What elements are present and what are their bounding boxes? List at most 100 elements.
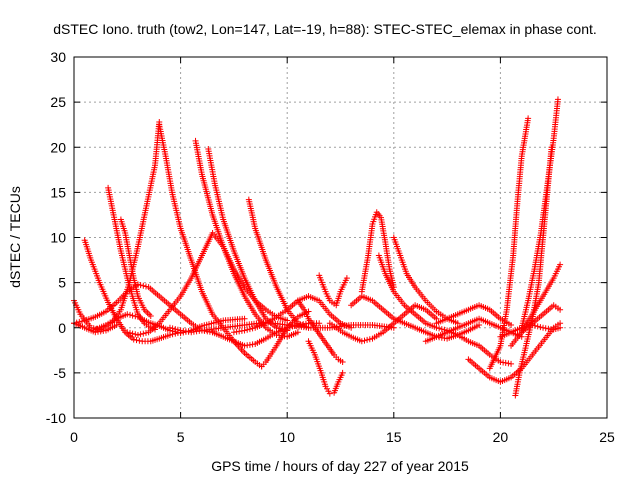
y-axis-label: dSTEC / TECUs [7,186,23,288]
series-trace [509,331,524,347]
series-trace [254,336,267,346]
series-trace [212,182,226,221]
series-trace [317,299,332,316]
series-trace [199,173,215,216]
series-trace [403,303,417,316]
y-tick-label: 30 [50,49,66,65]
series-trace [477,344,491,357]
data-series [508,261,564,349]
series-trace [142,338,151,345]
series-trace [329,321,338,330]
series-trace [371,330,384,341]
series-trace [359,254,371,293]
series-trace [131,299,141,315]
series-trace [169,325,181,333]
x-tick-label: 25 [599,429,615,445]
x-tick-label: 10 [279,429,295,445]
series-trace [467,316,480,326]
series-trace [446,325,459,335]
series-trace [435,316,448,326]
y-tick-label: 15 [50,184,66,200]
series-trace [323,290,332,302]
series-trace [199,290,215,316]
series-trace [446,332,459,341]
series-trace [414,325,427,335]
series-trace [254,299,268,312]
series-trace [296,299,306,311]
series-trace [349,294,363,307]
series-trace [143,321,152,330]
series-trace [133,337,143,344]
series-trace [551,263,562,279]
series-trace [541,303,555,316]
series-trace [231,250,247,279]
series-trace [499,375,512,384]
series-trace [193,140,205,176]
series-trace [370,211,379,225]
series-trace [530,295,545,316]
series-trace [73,318,85,326]
y-tick-label: -5 [54,365,67,381]
series-trace [158,332,171,341]
series-trace [244,325,256,333]
series-trace [424,308,438,321]
series-trace [137,329,149,338]
data-series [497,322,564,340]
series-trace [201,318,224,329]
series-trace [205,148,218,185]
series-trace [122,232,132,257]
data-series [316,272,350,309]
series-trace [265,330,278,341]
series-trace [149,336,161,344]
series-trace [542,169,553,203]
series-trace [361,294,374,303]
series-trace [521,322,533,331]
series-trace [126,254,137,279]
series-trace [127,329,139,338]
series-trace [95,327,107,335]
series-trace [467,357,481,370]
x-tick-label: 5 [177,429,185,445]
y-tick-label: -10 [46,410,66,426]
y-tick-label: 0 [58,320,66,336]
data-series [518,96,561,331]
data-series [294,297,346,366]
series-trace [403,321,416,330]
series-trace [365,223,376,257]
series-trace [467,323,480,333]
series-trace [517,345,529,374]
data-series [305,338,346,397]
series-trace [274,286,290,311]
series-trace [254,321,267,330]
series-trace [244,341,256,349]
series-trace [376,254,388,275]
series-trace [413,286,428,302]
series-trace [144,164,158,207]
series-layer [71,96,564,399]
series-trace [201,325,224,334]
series-trace [115,312,129,321]
series-trace [73,321,86,330]
series-trace [112,218,124,252]
series-trace [467,303,480,312]
series-trace [156,123,169,157]
series-trace [414,303,427,312]
series-trace [541,277,556,298]
series-trace [275,325,289,335]
series-trace [525,268,538,302]
series-trace [510,200,521,257]
series-trace [137,315,150,325]
data-point [166,324,173,331]
series-trace [381,308,395,321]
series-trace [499,330,512,339]
series-trace [243,286,257,302]
series-trace [477,366,491,379]
series-trace [456,307,470,317]
y-tick-label: 20 [50,139,66,155]
series-trace [398,254,409,275]
series-trace [104,301,118,313]
series-trace [83,325,97,335]
series-trace [319,372,328,388]
series-trace [531,312,545,325]
